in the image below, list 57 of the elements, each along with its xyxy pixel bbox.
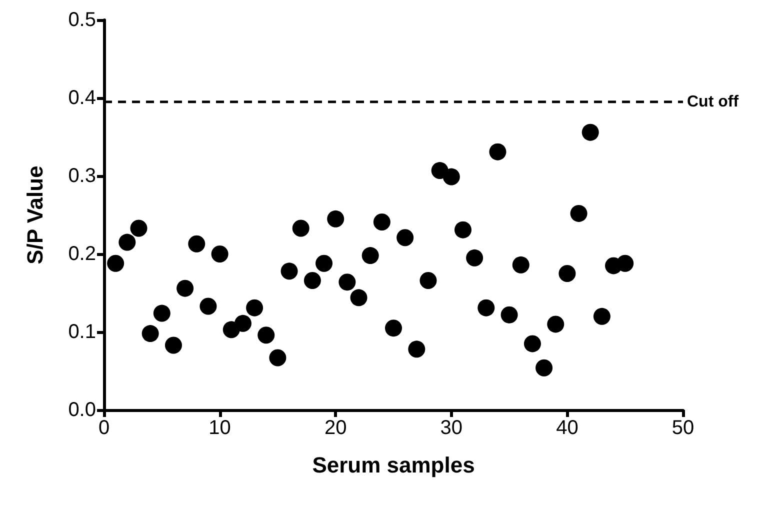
x-tick-label: 10 — [208, 417, 231, 439]
point — [547, 316, 564, 333]
point — [107, 254, 124, 272]
point — [582, 124, 599, 141]
point — [234, 314, 252, 332]
point — [362, 247, 379, 264]
x-tick-label: 30 — [440, 417, 463, 439]
point — [512, 256, 530, 274]
point — [338, 274, 356, 291]
point — [500, 306, 518, 324]
x-tick-label: 20 — [324, 417, 347, 439]
point — [536, 359, 553, 376]
point — [489, 143, 506, 160]
point — [118, 234, 136, 251]
point — [280, 262, 298, 280]
point — [558, 265, 576, 282]
y-tick-label: 0.5 — [68, 9, 96, 31]
point — [304, 272, 321, 290]
point — [211, 246, 228, 262]
point — [420, 272, 437, 290]
point — [258, 326, 275, 344]
point — [466, 249, 484, 266]
y-tick-label: 0.3 — [68, 165, 96, 187]
y-tick-label: 0.4 — [68, 87, 96, 109]
point — [396, 229, 414, 246]
y-axis-title: S/P Value — [22, 166, 48, 264]
point — [350, 289, 368, 306]
point — [176, 280, 194, 297]
point — [188, 235, 206, 252]
point — [524, 335, 541, 352]
ref-line-label: Cut off — [687, 93, 740, 110]
point — [269, 349, 286, 366]
point — [408, 340, 426, 358]
x-tick-label: 0 — [98, 417, 110, 439]
point — [442, 168, 460, 186]
x-axis-title: Serum samples — [312, 452, 475, 478]
x-tick-label: 50 — [672, 417, 694, 439]
point — [385, 320, 402, 337]
point — [142, 325, 159, 342]
point — [327, 210, 344, 228]
y-tick-label: 0.0 — [68, 399, 96, 421]
point — [200, 298, 217, 315]
y-tick-label: 0.1 — [68, 321, 96, 343]
point — [570, 204, 588, 222]
y-tick-label: 0.2 — [68, 243, 96, 265]
point — [454, 221, 472, 238]
point — [130, 220, 148, 237]
point — [292, 220, 310, 237]
point — [316, 254, 333, 272]
point — [373, 214, 390, 231]
point — [593, 308, 610, 325]
point — [164, 336, 182, 354]
point — [616, 254, 634, 272]
point — [153, 304, 170, 322]
point — [246, 299, 264, 316]
x-tick-label: 40 — [556, 417, 578, 439]
point — [478, 299, 495, 316]
